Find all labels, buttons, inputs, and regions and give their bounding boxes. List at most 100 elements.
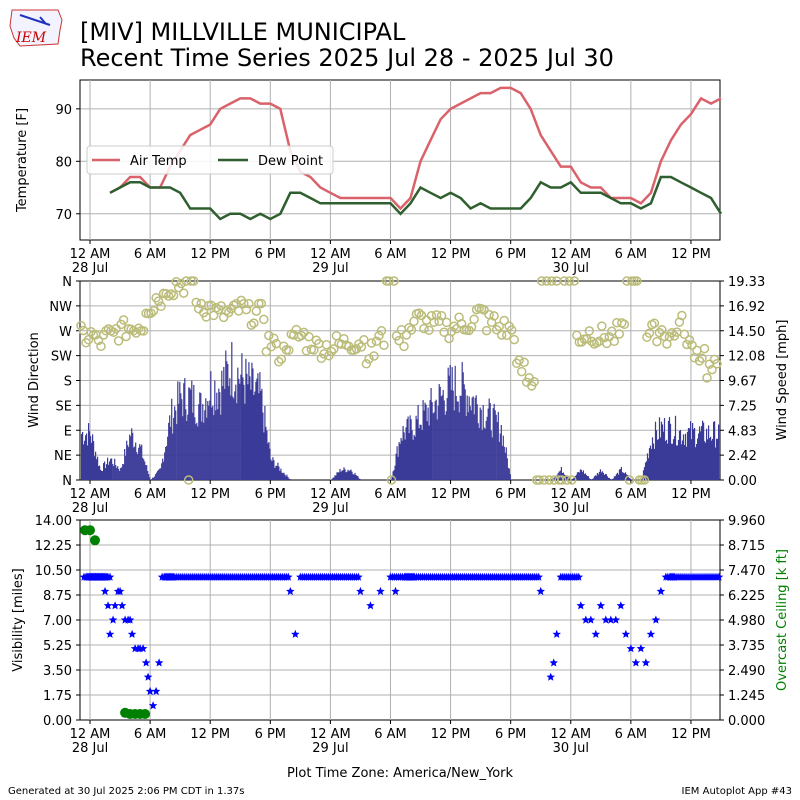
legend-box — [86, 145, 334, 175]
temp-xtick-label: 12 AM — [310, 247, 351, 262]
wind-speed-bar — [254, 391, 256, 480]
wind-speed-bar — [181, 399, 183, 480]
wind-speed-bar — [106, 464, 108, 480]
wind-dir-marker — [564, 276, 575, 286]
wind-dir-marker — [211, 303, 221, 313]
wind-speed-bar — [105, 468, 107, 480]
wind-speed-bar — [229, 378, 231, 480]
visibility-marker — [656, 586, 666, 596]
wind-speed-bar — [133, 447, 135, 480]
wind-speed-bar — [675, 445, 678, 480]
wind-dir-tick-label: W — [59, 325, 72, 340]
temp-day-label: 30 Jul — [553, 261, 589, 276]
ceiling-ylabel: Overcast Ceiling [k ft] — [775, 549, 790, 691]
wind-speed-bar — [352, 474, 354, 480]
wind-speed-bar — [100, 469, 102, 480]
wind-speed-bar — [496, 422, 498, 480]
wind-speed-bar — [108, 464, 110, 480]
wind-speed-tick-label: 12.08 — [728, 350, 765, 365]
visibility-marker — [636, 644, 646, 653]
wind-speed-bar — [126, 440, 128, 480]
wind-speed-bar — [354, 472, 356, 480]
wind-speed-bar — [685, 446, 688, 480]
wind-speed-bar — [482, 405, 484, 480]
wind-dir-marker — [76, 320, 86, 331]
wind-speed-bar — [164, 452, 166, 480]
wind-speed-bar — [603, 475, 605, 480]
wind-speed-bar — [334, 475, 336, 480]
visibility-marker — [631, 658, 641, 667]
wind-speed-bar — [207, 401, 209, 480]
wind-speed-bar — [244, 403, 246, 480]
wind-xtick-label: 6 AM — [615, 487, 648, 502]
wind-speed-bar — [667, 420, 670, 480]
wind-speed-bar — [704, 441, 706, 480]
wind-speed-bar — [573, 476, 575, 480]
wind-speed-bar — [171, 398, 173, 480]
wind-speed-bar — [490, 430, 492, 480]
wind-speed-bar — [649, 445, 652, 480]
wind-speed-bar — [221, 370, 223, 480]
wind-speed-bar — [402, 426, 404, 480]
wind-dir-marker — [614, 329, 625, 339]
wind-speed-bar — [661, 424, 664, 480]
ceiling-marker — [140, 709, 151, 719]
wind-dir-marker — [246, 320, 257, 330]
wind-speed-bar — [618, 469, 620, 480]
wind-speed-bar — [664, 441, 667, 480]
temp-xtick-label: 6 PM — [255, 247, 286, 262]
wind-speed-bar — [696, 444, 698, 480]
wind-speed-bar — [285, 476, 287, 480]
wind-speed-bar — [403, 432, 405, 480]
wind-speed-bar — [261, 388, 263, 480]
wind-speed-bar — [263, 432, 265, 480]
temp-day-label: 28 Jul — [72, 261, 108, 276]
temp-xtick-label: 6 AM — [615, 247, 648, 262]
wind-speed-bar — [173, 417, 175, 480]
wind-speed-bar — [239, 383, 241, 480]
visibility-marker — [141, 658, 151, 667]
wind-dir-marker — [391, 331, 402, 341]
wind-speed-bar — [90, 436, 92, 480]
wind-speed-bar — [454, 365, 456, 480]
wind-speed-bar — [342, 470, 344, 480]
wind-speed-bar — [110, 458, 112, 480]
wind-speed-bar — [446, 398, 448, 480]
wind-speed-tick-label: 7.25 — [728, 399, 757, 414]
visibility-marker — [601, 615, 611, 624]
visibility-panel: 0.00 0.000 1.75 1.245 3.50 2.490 5.25 3.735 7.00… — [11, 514, 790, 756]
wind-speed-bar — [157, 470, 159, 480]
wind-speed-bar — [659, 437, 662, 480]
wind-speed-bar — [470, 410, 472, 480]
wind-speed-bar — [274, 468, 276, 480]
wind-speed-bar — [458, 412, 460, 480]
wind-speed-bar — [262, 412, 264, 480]
wind-speed-bar — [253, 395, 255, 480]
ceiling-ytick-label: 2.490 — [728, 664, 765, 679]
wind-speed-bar — [474, 397, 476, 480]
wind-speed-bar — [692, 423, 694, 480]
wind-dir-marker — [256, 298, 267, 309]
wind-speed-bar — [281, 472, 283, 480]
wind-speed-bar — [185, 409, 187, 480]
wind-speed-bar — [222, 386, 224, 480]
wind-speed-bar — [200, 393, 202, 480]
wind-speed-bar — [718, 424, 720, 480]
wind-dir-marker — [156, 301, 166, 312]
wind-speed-bar — [99, 465, 101, 480]
wind-dir-marker — [536, 276, 547, 286]
wind-dir-marker — [544, 475, 554, 485]
wind-speed-bar — [341, 470, 343, 480]
wind-speed-bar — [690, 421, 692, 480]
wind-speed-bar — [465, 416, 467, 480]
wind-dir-tick-label: NE — [54, 449, 72, 464]
wind-speed-bar — [479, 407, 481, 480]
wind-speed-bar — [471, 397, 473, 480]
wind-speed-bar — [497, 411, 499, 480]
wind-dir-marker — [121, 331, 131, 342]
wind-speed-bar — [583, 473, 585, 480]
wind-speed-bar — [85, 435, 87, 480]
wind-speed-bar — [122, 464, 124, 480]
wind-speed-bar — [149, 477, 151, 480]
wind-speed-bar — [270, 459, 272, 480]
